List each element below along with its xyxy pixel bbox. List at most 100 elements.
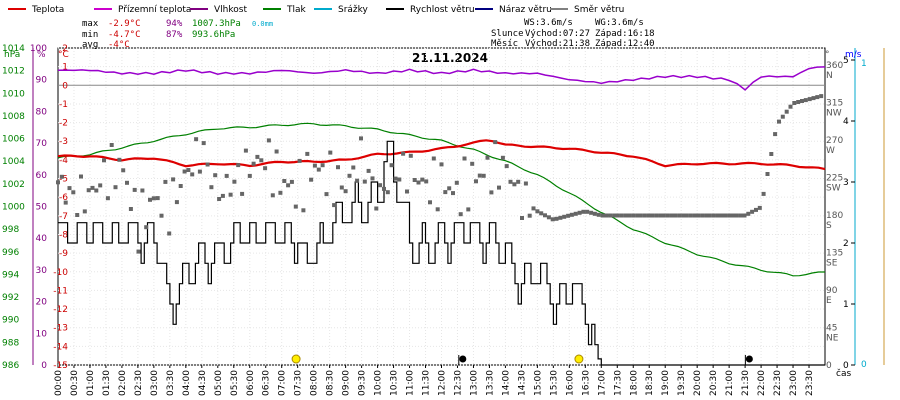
wind-dir-point — [773, 132, 778, 137]
wind-dir-point — [734, 213, 739, 218]
pressure-axis-label: hPa — [4, 50, 20, 60]
wind-dir-point — [155, 196, 160, 201]
wind-dir-point — [454, 180, 459, 185]
wind-dir-point — [174, 200, 179, 205]
wind-dir-point — [286, 183, 291, 188]
temp-tick-label: 0 — [62, 81, 68, 91]
wind-dir-point — [554, 216, 559, 221]
info-moon-set: Západ:12:40 — [595, 39, 655, 49]
wind-dir-point — [684, 213, 689, 218]
wind-dir-point — [86, 188, 91, 193]
pressure-tick-label: 1014 — [2, 44, 25, 54]
stat-max-temp: -2.9°C — [108, 19, 141, 29]
x-tick-label: 17:00 — [597, 370, 607, 396]
info-ws: WS:3.6m/s — [524, 18, 573, 28]
wind-axis-label: m/s — [845, 50, 862, 60]
wind-dir-point — [596, 212, 601, 217]
wind-dir-point — [715, 213, 720, 218]
plot-area — [56, 66, 826, 366]
info-sun-rise: Východ:07:27 — [525, 29, 590, 39]
temp-tick-label: -8 — [59, 230, 68, 240]
wind-dir-point — [581, 209, 586, 214]
x-tick-label: 11:30 — [422, 370, 432, 396]
wind-dir-point — [569, 212, 574, 217]
wind-dir-point — [489, 190, 494, 195]
wind-dir-point — [727, 213, 732, 218]
wind-dir-point — [75, 213, 80, 217]
wind-dir-point — [719, 213, 724, 218]
x-tick-label: 07:30 — [294, 370, 304, 396]
wind-dir-point — [792, 101, 797, 105]
x-tick-label: 04:30 — [198, 370, 208, 396]
wind-dir-point — [336, 165, 340, 170]
wind-dir-point — [558, 215, 563, 220]
temp-tick-label: -2 — [59, 119, 68, 129]
wind-dir-point — [477, 173, 482, 178]
wind-dir-point — [408, 153, 413, 158]
direction-tick-label: S — [826, 221, 832, 231]
x-tick-label: 22:00 — [757, 370, 767, 396]
sunset-marker — [574, 354, 584, 364]
wind-dir-point — [132, 187, 137, 192]
wind-dir-point — [451, 191, 455, 196]
wind-dir-point — [608, 213, 613, 218]
direction-tick-label: 45 — [826, 324, 837, 334]
pressure-tick-label: 986 — [2, 361, 19, 371]
wind-dir-point — [144, 225, 149, 230]
wind-dir-point — [366, 168, 371, 173]
wind-dir-point — [520, 216, 524, 220]
wind-dir-point — [696, 213, 701, 218]
wind-dir-point — [428, 200, 432, 205]
wind-dir-point — [819, 94, 824, 99]
wind-dir-point — [401, 151, 406, 156]
x-tick-label: 17:30 — [613, 370, 623, 396]
wind-dir-point — [466, 207, 471, 212]
wind-dir-point — [497, 185, 501, 190]
wind-dir-point — [435, 207, 440, 212]
wind-dir-point — [420, 177, 425, 182]
wind-dir-point — [63, 200, 68, 205]
wind-dir-point — [493, 140, 498, 145]
wind-dir-point — [247, 173, 252, 178]
stat-max-press: 1007.3hPa — [192, 19, 241, 29]
wind-dir-point — [546, 215, 551, 220]
pressure-line — [57, 122, 825, 277]
x-tick-label: 02:00 — [118, 370, 128, 396]
wind-dir-point — [178, 184, 183, 188]
stats-block: max -2.9°C 94% 1007.3hPa 0.0mm min -4.7°… — [82, 19, 273, 50]
wind-dir-point — [650, 213, 655, 218]
x-tick-label: 15:00 — [533, 370, 543, 396]
wind-tick-label: 2 — [843, 239, 849, 249]
wind-dir-point — [654, 213, 659, 218]
chart-title: 21.11.2024 — [412, 51, 488, 65]
humidity-tick-label: 90 — [36, 76, 48, 86]
wind-dir-point — [259, 158, 264, 163]
wind-dir-point — [481, 173, 486, 178]
wind-dir-point — [140, 188, 145, 193]
info-wg: WG:3.6m/s — [595, 18, 644, 28]
wind-dir-point — [117, 157, 122, 162]
wind-dir-point — [788, 104, 793, 109]
x-tick-label: 22:30 — [773, 370, 783, 396]
wind-dir-point — [470, 161, 475, 166]
wind-dir-point — [136, 249, 141, 254]
wind-dir-point — [704, 213, 709, 218]
moonrise-marker — [745, 355, 753, 363]
direction-tick-label: NW — [826, 109, 842, 119]
wind-dir-point — [194, 137, 199, 142]
wind-dir-point — [731, 213, 735, 218]
wind-dir-point — [243, 148, 248, 153]
x-tick-label: 08:00 — [310, 370, 320, 396]
x-tick-label: 11:00 — [406, 370, 416, 396]
legend-label-4: Srážky — [338, 5, 369, 15]
humidity-tick-label: 50 — [36, 203, 48, 213]
x-tick-label: 03:00 — [150, 370, 160, 396]
x-tick-label: 12:00 — [438, 370, 448, 396]
wind-dir-point — [263, 166, 268, 171]
temp-tick-label: 1 — [62, 63, 68, 73]
x-tick-label: 08:30 — [326, 370, 336, 396]
wind-dir-point — [757, 205, 762, 210]
wind-dir-point — [90, 185, 95, 190]
wind-dir-point — [220, 193, 225, 198]
wind-dir-point — [148, 197, 152, 202]
